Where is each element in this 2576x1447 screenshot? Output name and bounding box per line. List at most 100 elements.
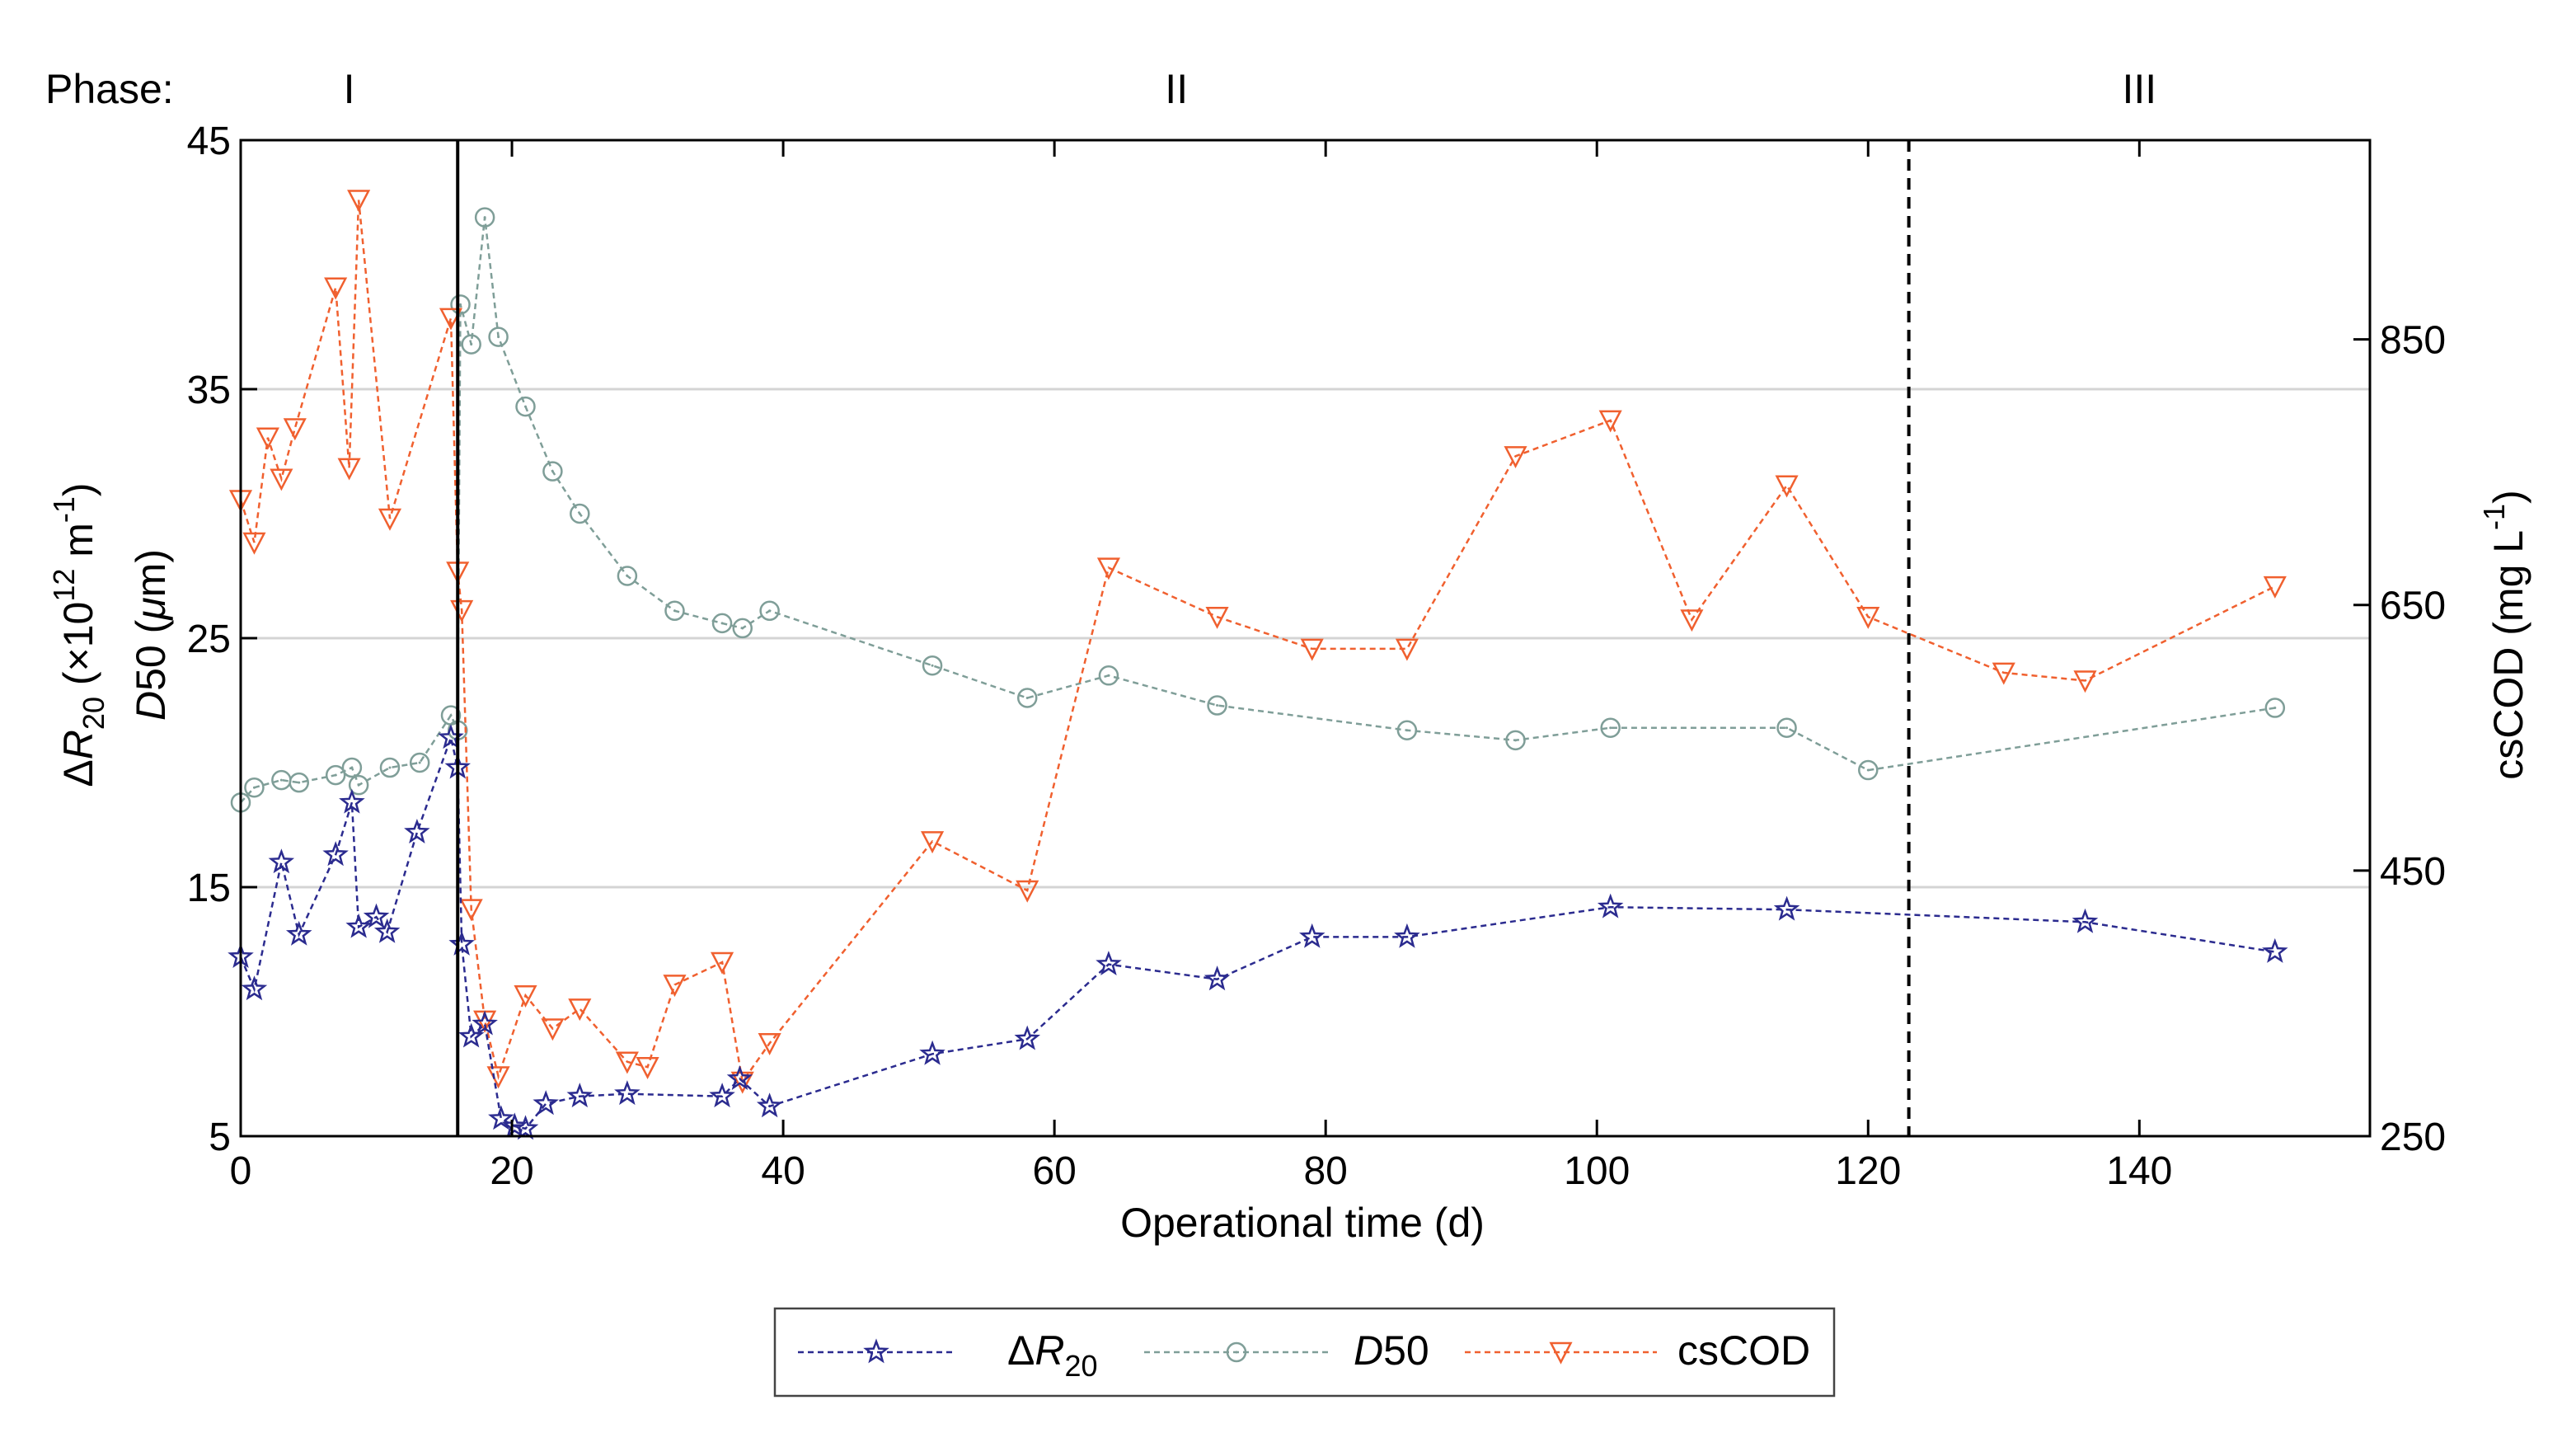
data-point bbox=[2072, 908, 2099, 933]
data-point bbox=[268, 848, 295, 874]
data-point-dot bbox=[252, 786, 256, 789]
data-point bbox=[322, 841, 349, 867]
data-point bbox=[345, 913, 372, 938]
data-point bbox=[1096, 951, 1122, 975]
data-point bbox=[461, 334, 481, 355]
series-1 bbox=[230, 207, 2286, 813]
data-point bbox=[283, 418, 307, 441]
data-point-dot bbox=[418, 761, 421, 764]
data-point bbox=[2263, 576, 2287, 599]
data-point bbox=[1858, 759, 1879, 781]
y-tick-label-left: 35 bbox=[187, 369, 231, 412]
data-point bbox=[439, 308, 463, 331]
data-point-dot bbox=[388, 766, 392, 769]
data-point bbox=[2262, 937, 2288, 963]
data-point bbox=[348, 774, 369, 796]
data-point bbox=[1394, 923, 1420, 948]
data-point bbox=[1205, 606, 1229, 629]
data-point bbox=[270, 468, 293, 491]
series-line bbox=[240, 217, 2275, 804]
data-point-dot bbox=[551, 470, 554, 473]
data-point bbox=[759, 600, 780, 622]
data-point-dot bbox=[1107, 674, 1110, 677]
series-group bbox=[228, 190, 2288, 1140]
data-point bbox=[337, 458, 361, 481]
phase-boundaries bbox=[456, 140, 1911, 1136]
data-point-dot bbox=[279, 778, 283, 782]
data-point-dot bbox=[350, 766, 354, 769]
data-point bbox=[1300, 638, 1324, 661]
data-point-dot bbox=[459, 303, 462, 306]
x-tick-label: 0 bbox=[230, 1149, 252, 1193]
data-point bbox=[664, 600, 685, 622]
phase-label-I: I bbox=[344, 66, 355, 112]
data-point bbox=[1016, 880, 1039, 903]
series-0 bbox=[228, 724, 2288, 1140]
data-point bbox=[919, 1040, 945, 1065]
data-point bbox=[347, 190, 371, 213]
data-point-dot bbox=[931, 664, 934, 667]
y-tick-label-left: 15 bbox=[187, 867, 231, 910]
data-point bbox=[922, 655, 943, 676]
data-point bbox=[726, 1064, 753, 1090]
data-point bbox=[570, 503, 590, 524]
data-point bbox=[515, 396, 536, 417]
y-tick-label-left: 5 bbox=[209, 1116, 231, 1159]
data-point-dot bbox=[720, 622, 724, 625]
data-point bbox=[1098, 665, 1119, 686]
data-point bbox=[339, 788, 365, 814]
data-point bbox=[1775, 475, 1799, 498]
legend-label-cscod: csCOD bbox=[1677, 1327, 1810, 1374]
data-point bbox=[1504, 446, 1527, 469]
y-axis-right: 250 450 650 850 bbox=[2353, 319, 2446, 1159]
data-point bbox=[379, 757, 401, 778]
phase-label: Phase: bbox=[45, 66, 174, 112]
series-2 bbox=[228, 190, 2287, 1094]
data-point bbox=[512, 1115, 539, 1140]
legend-marker bbox=[1226, 1341, 1247, 1363]
data-point-dot bbox=[1405, 729, 1409, 732]
data-point bbox=[1776, 717, 1797, 738]
x-axis: 0 20 40 60 80 100 120 140 bbox=[230, 140, 2172, 1193]
data-point bbox=[325, 764, 346, 786]
data-point bbox=[378, 508, 402, 531]
data-point bbox=[256, 427, 279, 450]
y-tick-label-left: 25 bbox=[187, 618, 231, 661]
data-point bbox=[1016, 688, 1038, 708]
data-point-dot bbox=[1025, 696, 1029, 699]
y-tick-label-right: 450 bbox=[2380, 850, 2446, 894]
data-point-dot bbox=[470, 343, 473, 346]
data-point bbox=[756, 1092, 783, 1118]
data-point bbox=[1395, 638, 1419, 661]
data-point bbox=[324, 277, 348, 300]
x-axis-label: Operational time (d) bbox=[1120, 1200, 1485, 1246]
data-point bbox=[2073, 670, 2097, 693]
data-point bbox=[1598, 410, 1622, 433]
data-point bbox=[409, 752, 430, 773]
data-point-dot bbox=[1609, 726, 1612, 730]
data-point-dot bbox=[1866, 768, 1870, 772]
data-point bbox=[1597, 893, 1624, 918]
phase-label-II: II bbox=[1165, 66, 1188, 112]
phase-label-III: III bbox=[2122, 66, 2156, 112]
y-tick-label-right: 250 bbox=[2380, 1116, 2446, 1159]
data-point-dot bbox=[449, 714, 453, 717]
legend-marker bbox=[1549, 1341, 1573, 1365]
data-point bbox=[758, 1033, 781, 1055]
data-point bbox=[541, 1018, 565, 1041]
data-point bbox=[566, 1083, 594, 1108]
data-point bbox=[488, 327, 509, 347]
data-point-dot bbox=[483, 216, 486, 219]
data-point bbox=[501, 1112, 528, 1138]
data-point-dot bbox=[673, 609, 676, 613]
data-point bbox=[1600, 717, 1621, 738]
data-point bbox=[636, 1056, 659, 1079]
legend-marker bbox=[863, 1338, 889, 1364]
data-point-dot bbox=[357, 783, 360, 787]
data-point bbox=[1992, 662, 2015, 685]
data-point bbox=[1396, 720, 1418, 740]
series-line bbox=[239, 734, 2275, 1130]
data-point bbox=[1773, 895, 1800, 921]
data-point bbox=[2264, 698, 2286, 718]
data-point-dot bbox=[497, 336, 500, 339]
